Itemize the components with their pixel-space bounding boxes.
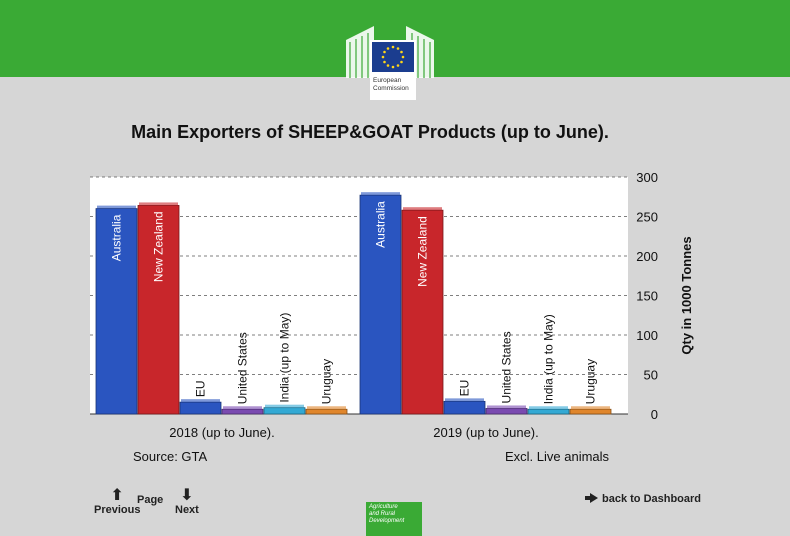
bar-uruguay-1: [569, 408, 612, 415]
european-commission-logo: European Commission: [346, 26, 434, 100]
logo-text-line2: Commission: [373, 85, 409, 92]
previous-label: Previous: [94, 504, 141, 516]
bar-label: New Zealand: [152, 211, 166, 282]
y-tick-label: 250: [636, 210, 658, 225]
bar-india-up-to-may--0: [263, 407, 306, 415]
y-tick-label: 0: [651, 407, 658, 422]
logo-text-line1: European: [373, 77, 402, 84]
bar-eu-0: [179, 401, 222, 415]
bar-united-states-0: [221, 408, 264, 415]
arrow-right-icon: [585, 493, 598, 503]
previous-button[interactable]: ⬆ Previous: [94, 487, 141, 517]
dg-line3: Development: [369, 518, 405, 524]
bar-top-2-0: [181, 399, 220, 403]
bar-top-2-1: [445, 398, 484, 402]
exclusion-note: Excl. Live animals: [505, 449, 610, 464]
bar-eu-1: [443, 400, 486, 415]
bar-new-zealand-0: [137, 205, 180, 415]
bar-top-4-1: [529, 406, 568, 410]
bar-top-5-1: [571, 406, 610, 410]
bar-india-up-to-may--1: [527, 408, 570, 415]
bar-label: United States: [500, 331, 514, 403]
bar-australia-0: [95, 208, 138, 415]
back-label: back to Dashboard: [602, 493, 702, 505]
y-axis-label: Qty in 1000 Tonnes: [679, 236, 694, 354]
dg-line2: and Rural: [369, 511, 396, 517]
bar-label: Uruguay: [584, 359, 598, 404]
bar-united-states-1: [485, 408, 528, 415]
next-label: Next: [175, 504, 199, 516]
bar-australia-1: [359, 194, 402, 415]
chart-title: Main Exporters of SHEEP&GOAT Products (u…: [131, 122, 609, 142]
bar-label: India (up to May): [278, 313, 292, 403]
bar-label: India (up to May): [542, 314, 556, 404]
y-tick-label: 200: [636, 249, 658, 264]
bar-new-zealand-1: [401, 209, 444, 415]
bar-label: United States: [236, 332, 250, 404]
bar-label: Australia: [110, 214, 124, 261]
arrow-up-icon: ⬆: [110, 487, 124, 504]
y-tick-label: 100: [636, 328, 658, 343]
next-button[interactable]: ⬇ Next: [175, 487, 199, 517]
bar-top-0-1: [361, 192, 400, 196]
x-category-label: 2018 (up to June).: [169, 425, 275, 440]
bar-uruguay-0: [305, 408, 348, 415]
bar-top-1-0: [139, 202, 178, 206]
x-category-label: 2019 (up to June).: [433, 425, 539, 440]
bar-label: Australia: [374, 201, 388, 248]
bar-label: EU: [194, 380, 208, 397]
dg-line1: Agriculture: [369, 504, 398, 510]
source-note: Source: GTA: [133, 449, 208, 464]
bar-top-1-1: [403, 207, 442, 211]
bar-top-3-0: [223, 406, 262, 410]
arrow-down-icon: ⬇: [180, 487, 194, 504]
y-tick-label: 150: [636, 289, 658, 304]
bar-top-5-0: [307, 406, 346, 410]
bar-top-0-0: [97, 205, 136, 209]
bar-top-4-0: [265, 404, 304, 408]
back-to-dashboard-link[interactable]: back to Dashboard: [585, 493, 702, 505]
dg-agri-badge: Agriculture and Rural Development: [366, 502, 422, 536]
y-tick-label: 50: [644, 368, 658, 383]
eu-stars-icon: [381, 45, 405, 69]
bar-chart: 0 50 100 150 200 250 300 Qty in 1000 Tonnes Aust…: [90, 170, 694, 440]
bar-label: New Zealand: [416, 216, 430, 287]
y-tick-label: 300: [636, 170, 658, 185]
bar-top-3-1: [487, 405, 526, 409]
bar-label: EU: [458, 380, 472, 397]
plot-area: [90, 177, 628, 414]
page-label: Page: [137, 494, 164, 506]
bar-label: Uruguay: [320, 359, 334, 404]
